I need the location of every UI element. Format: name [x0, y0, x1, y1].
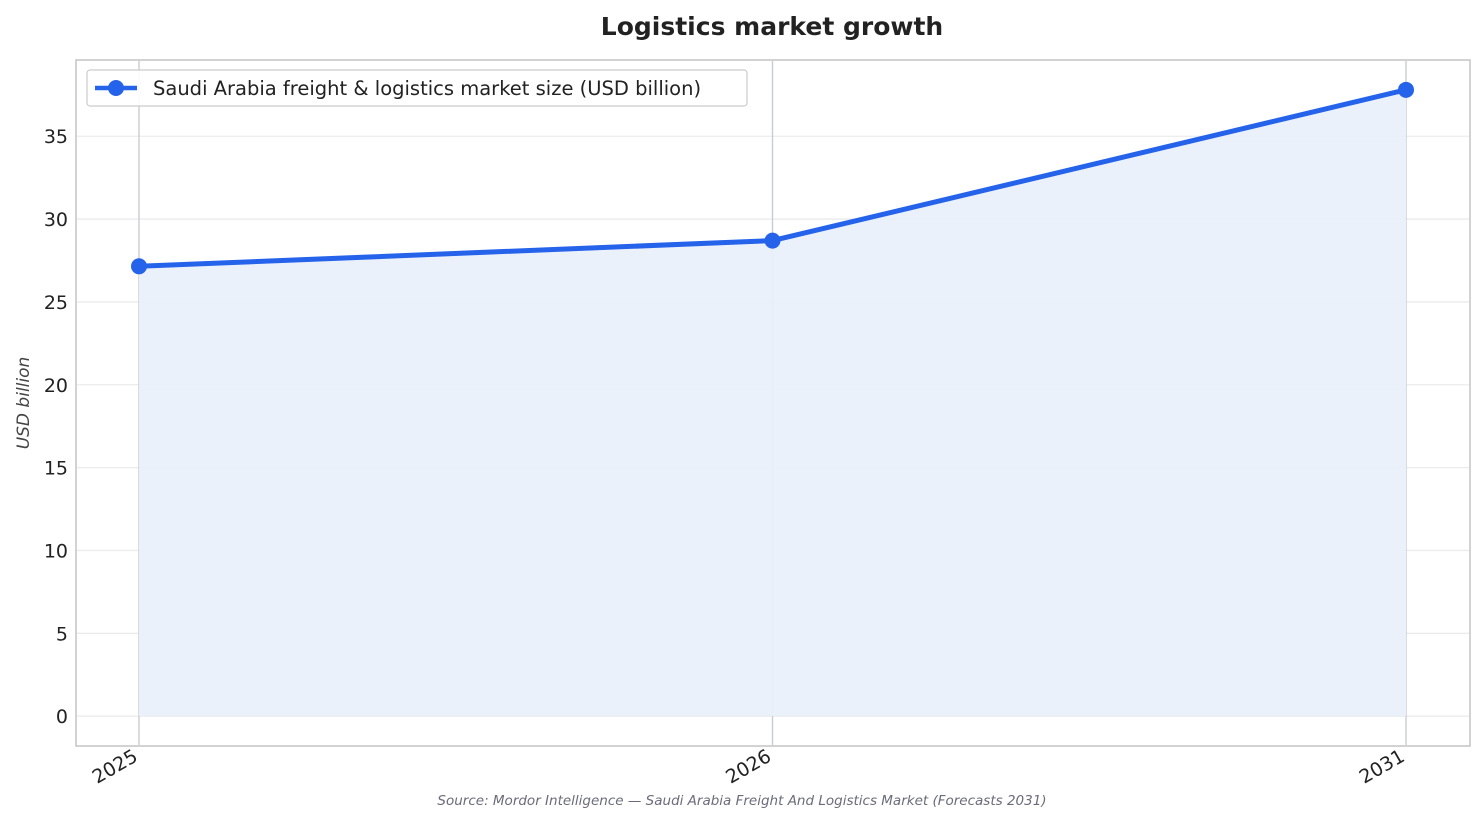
x-tick-label: 2031: [1356, 745, 1409, 788]
legend-label: Saudi Arabia freight & logistics market …: [153, 77, 701, 100]
legend-point-marker: [108, 80, 124, 96]
data-point-2025[interactable]: [131, 258, 147, 275]
y-tick-label: 0: [56, 706, 68, 728]
y-tick-label: 25: [44, 292, 68, 314]
y-axis-label: USD billion: [14, 357, 34, 450]
legend-box: [86, 69, 748, 107]
legend[interactable]: Saudi Arabia freight & logistics market …: [86, 69, 748, 107]
series-points: [131, 81, 1414, 275]
y-tick-label: 35: [44, 126, 68, 148]
plot-frame: [75, 59, 1471, 747]
chart-title: Logistics market growth: [601, 12, 943, 41]
source-note: Source: Mordor Intelligence — Saudi Arab…: [437, 793, 1046, 809]
x-tick-label: 2026: [722, 745, 775, 788]
y-tick-label: 10: [44, 540, 68, 562]
y-tick-label: 5: [56, 623, 68, 645]
y-tick-label: 20: [44, 375, 68, 397]
series-area-fill: [139, 89, 1406, 717]
data-point-2026[interactable]: [764, 232, 781, 249]
x-tick-labels: 2025 2026 2031: [89, 745, 1409, 788]
y-tick-labels: 0 5 10 15 20 25 30 35: [44, 126, 68, 728]
y-tick-label: 30: [44, 209, 68, 231]
x-tick-label: 2025: [89, 745, 142, 788]
y-tick-label: 15: [44, 458, 68, 480]
data-point-2031[interactable]: [1398, 81, 1414, 98]
